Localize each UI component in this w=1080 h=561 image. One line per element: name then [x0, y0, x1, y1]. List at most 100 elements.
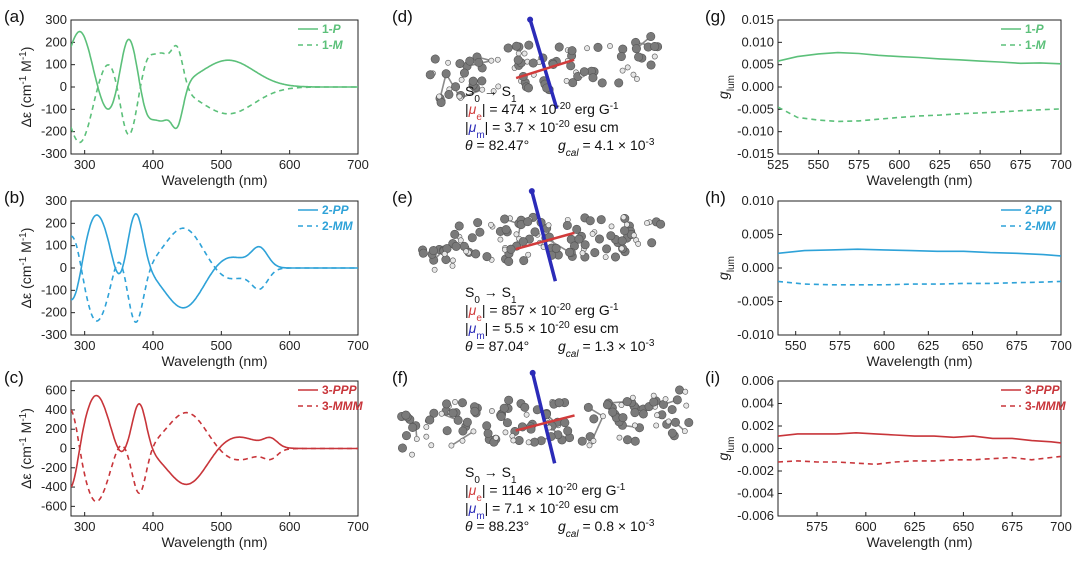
x-tick-label: 500 [210, 519, 232, 534]
hydrogen-atom [602, 254, 609, 260]
hydrogen-atom [502, 429, 509, 436]
angle-text-part: θ [465, 518, 473, 534]
carbon-atom [614, 78, 624, 88]
hydrogen-atom [616, 434, 623, 441]
electric-dipole-text-part: e [476, 493, 482, 504]
y-tick-label: -0.005 [737, 294, 774, 309]
y-axis-label-part: g [715, 452, 731, 460]
g-cal-text-part: -3 [646, 137, 655, 148]
y-tick-label: 0.015 [741, 12, 774, 27]
hydrogen-atom [600, 413, 606, 420]
carbon-atom [453, 415, 463, 425]
carbon-atom [513, 55, 523, 65]
electric-dipole-text-part: | [465, 101, 469, 117]
y-tick-label: 0.010 [741, 34, 774, 49]
x-tick-label: 500 [210, 157, 232, 172]
carbon-atom [554, 398, 564, 408]
y-axis-label: glum [715, 256, 737, 280]
hydrogen-atom [653, 422, 660, 429]
carbon-atom [523, 83, 533, 93]
g-cal-text-part: cal [566, 349, 580, 360]
carbon-atom [631, 44, 641, 54]
carbon-atom [467, 233, 477, 243]
magnetic-dipole-text-part: | [465, 320, 469, 336]
legend-entry-part: 3- [1025, 399, 1036, 413]
hydrogen-atom [423, 433, 430, 440]
panel-label-i: (i) [705, 368, 720, 387]
y-tick-label: 0 [60, 441, 67, 456]
g-cal-text-part: -3 [646, 338, 655, 349]
hydrogen-atom [438, 410, 445, 417]
y-tick-label: -100 [41, 101, 67, 116]
y-axis-label-part: lum [726, 256, 737, 272]
y-axis-label-part: g [715, 91, 731, 99]
hydrogen-atom [448, 442, 455, 449]
transition-label-part: 0 [474, 475, 480, 486]
y-axis-label-part: -1 [18, 232, 29, 241]
hydrogen-atom [436, 93, 443, 100]
electric-dipole-text-part: e [476, 313, 482, 324]
g-cal-text-part: -3 [646, 518, 655, 529]
electric-dipole-text-part: μ [468, 482, 477, 498]
magnetic-dipole-text: |μm| = 3.7 × 10-20 esu cm [465, 119, 619, 141]
y-axis-label: Δε (cm-1 M-1) [18, 47, 35, 128]
electric-dipole-text-part: -1 [616, 482, 625, 493]
carbon-atom [468, 76, 478, 86]
electric-dipole-text-part: μ [468, 101, 477, 117]
hydrogen-atom [545, 222, 552, 229]
x-axis-label: Wavelength (nm) [161, 534, 267, 550]
angle-text-part: = 87.04° [473, 338, 530, 354]
g-cal-text: gcal = 0.8 × 10-3 [558, 518, 655, 540]
carbon-atom [483, 428, 493, 438]
electric-dipole-text: |μe| = 857 × 10-20 erg G-1 [465, 302, 619, 324]
y-axis-label: Δε (cm-1 M-1) [18, 228, 35, 309]
x-tick-label: 400 [142, 157, 164, 172]
carbon-atom [451, 82, 461, 92]
y-tick-label: 0.004 [741, 396, 774, 411]
x-tick-label: 400 [142, 338, 164, 353]
transition-label-part: S [465, 284, 474, 300]
hydrogen-atom [431, 266, 438, 273]
electric-dipole-text-part: | = 1146 × 10 [482, 482, 563, 498]
electric-dipole-text-part: erg G [578, 482, 617, 498]
legend-entry-part: PP [333, 203, 350, 217]
x-axis-label: Wavelength (nm) [161, 353, 267, 369]
x-tick-label: 600 [855, 519, 877, 534]
angle-text-part: = 88.23° [473, 518, 530, 534]
x-tick-label: 675 [1010, 157, 1032, 172]
legend-entry: 3-PPP [1025, 383, 1061, 397]
x-tick-label: 575 [848, 157, 870, 172]
x-tick-label: 625 [904, 519, 926, 534]
hydrogen-atom [428, 442, 435, 449]
hydrogen-atom [490, 88, 497, 95]
y-axis-label-part: ) [18, 408, 34, 413]
carbon-atom [574, 234, 584, 244]
carbon-atom [630, 436, 640, 446]
y-tick-label: -200 [41, 124, 67, 139]
y-tick-label: -200 [41, 460, 67, 475]
carbon-atom [675, 385, 685, 395]
x-axis-label: Wavelength (nm) [866, 172, 972, 188]
hydrogen-atom [495, 83, 502, 90]
panel-label-a: (a) [4, 7, 25, 26]
series-line-1-M [778, 106, 1061, 123]
hydrogen-atom [665, 418, 672, 425]
magnetic-dipole-text-part: | [465, 500, 469, 516]
g-cal-text-part: cal [566, 148, 580, 159]
carbon-atom [602, 244, 612, 254]
molecule-structure [425, 16, 663, 110]
transition-label-part: → S [480, 83, 511, 99]
carbon-atom [454, 221, 464, 231]
carbon-atom [594, 234, 604, 244]
hydrogen-atom [488, 221, 494, 228]
plots-layer: (a)300 400 500 600 700-300-200-1000100200300… [4, 7, 1072, 550]
magnetic-dipole-text-part: m [476, 331, 484, 342]
series-line-1-P [778, 51, 1061, 65]
legend-entry: 1-P [322, 22, 342, 36]
y-tick-label: 300 [45, 12, 67, 27]
g-cal-text: gcal = 1.3 × 10-3 [558, 338, 655, 360]
y-axis-label-part: -1 [18, 51, 29, 60]
hydrogen-atom [589, 230, 596, 237]
hydrogen-atom [635, 240, 642, 247]
legend-entry-part: MM [1036, 219, 1057, 233]
